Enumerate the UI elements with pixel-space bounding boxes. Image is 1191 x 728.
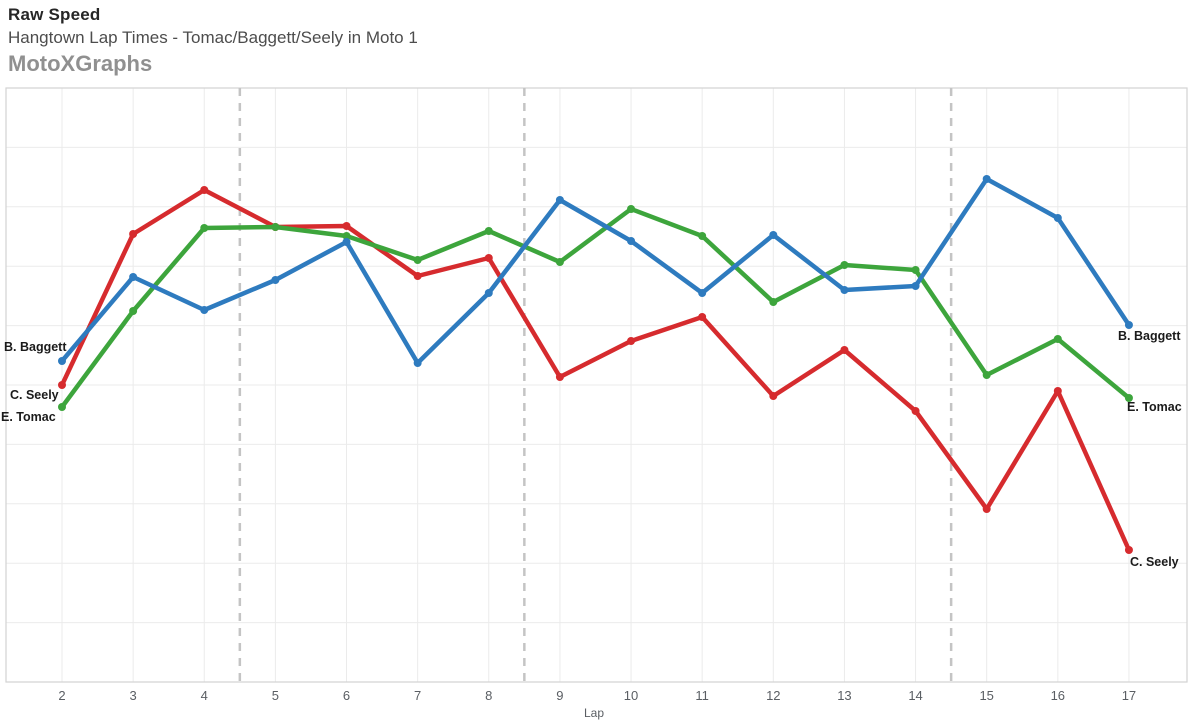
series-label-tomac-right: E. Tomac [1127,400,1182,414]
data-point-e-tomac [555,258,564,266]
series-label-baggett-right: B. Baggett [1118,329,1181,343]
x-tick-label: 12 [766,688,781,703]
data-point-e-tomac [129,307,138,315]
data-point-b-baggett [1053,214,1062,222]
data-point-b-baggett [271,276,280,284]
data-point-b-baggett [129,273,138,281]
data-point-e-tomac [200,224,209,232]
data-point-e-tomac [58,403,66,411]
data-point-b-baggett [484,289,493,297]
data-point-b-baggett [911,282,920,290]
x-tick-label: 11 [695,688,709,703]
x-tick-label: 3 [129,688,137,703]
plot-border [5,87,1188,683]
data-point-e-tomac [271,223,280,231]
data-point-b-baggett [982,175,991,183]
x-tick-label: 10 [623,688,639,703]
x-tick-label: 5 [271,688,279,703]
data-point-c-seely [1053,387,1062,395]
x-tick-label: 8 [485,688,493,703]
data-point-c-seely [555,373,564,381]
data-point-e-tomac [1124,394,1133,402]
data-point-c-seely [982,505,991,513]
series-label-baggett-left: B. Baggett [4,340,67,354]
watermark-brand: MotoXGraphs [8,51,153,76]
x-tick-label: 6 [342,688,351,703]
data-point-c-seely [342,222,351,230]
data-point-c-seely [58,381,66,389]
data-point-c-seely [413,272,422,280]
series-line-c-seely [59,187,1132,553]
data-point-c-seely [769,392,778,400]
data-point-e-tomac [1053,335,1062,343]
data-point-c-seely [200,186,209,194]
x-tick-label: 7 [414,688,422,703]
data-point-b-baggett [769,231,778,239]
data-point-c-seely [627,337,636,345]
data-point-c-seely [484,254,493,262]
data-point-b-baggett [555,196,564,204]
series-label-seely-left: C. Seely [10,388,59,402]
series-line-b-baggett [59,176,1132,366]
data-point-e-tomac [413,256,422,264]
series-label-seely-right: C. Seely [1130,555,1179,569]
chart-subtitle: Hangtown Lap Times - Tomac/Baggett/Seely… [8,28,418,47]
data-point-b-baggett [58,357,66,365]
data-point-e-tomac [911,266,920,274]
x-tick-label: 13 [837,688,852,703]
data-point-b-baggett [200,306,209,314]
chart-title: Raw Speed [8,5,101,24]
x-tick-label: 15 [979,688,994,703]
x-tick-label: 17 [1121,688,1137,703]
x-axis-title: Lap [583,706,605,720]
series-line-e-tomac [59,206,1132,410]
x-tick-label: 4 [200,688,208,703]
data-point-c-seely [129,230,138,238]
data-point-c-seely [911,407,920,415]
data-point-e-tomac [484,227,493,235]
data-point-e-tomac [840,261,849,269]
x-tick-label: 2 [58,688,66,703]
data-point-b-baggett [698,289,707,297]
data-point-e-tomac [982,371,991,379]
data-point-b-baggett [627,237,636,245]
data-point-b-baggett [1124,321,1133,329]
data-point-b-baggett [342,238,351,246]
data-point-e-tomac [769,298,778,306]
data-point-c-seely [698,313,707,321]
x-tick-label: 16 [1050,688,1066,703]
data-point-b-baggett [413,359,422,367]
data-point-b-baggett [840,286,849,294]
data-point-c-seely [840,346,849,354]
data-point-c-seely [1124,546,1133,554]
x-tick-label: 9 [556,688,564,703]
data-point-e-tomac [627,205,636,213]
data-point-e-tomac [342,232,351,240]
data-point-e-tomac [698,232,707,240]
series-label-tomac-left: E. Tomac [1,410,56,424]
x-tick-label: 14 [908,688,923,703]
